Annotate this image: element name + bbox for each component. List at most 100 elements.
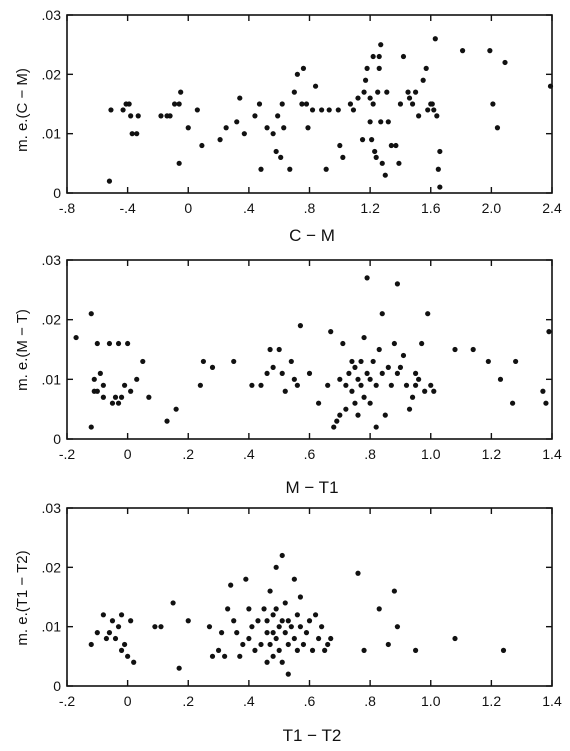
data-point	[267, 641, 273, 648]
data-point	[364, 65, 370, 71]
data-point	[200, 358, 207, 365]
data-point	[121, 641, 128, 648]
data-point	[158, 624, 164, 630]
data-point	[246, 606, 252, 612]
data-point	[273, 606, 279, 612]
data-point	[299, 101, 305, 107]
x-tick-label: 2.0	[482, 200, 502, 216]
data-point	[487, 48, 493, 54]
data-point	[349, 358, 355, 365]
data-point	[279, 370, 285, 376]
data-point	[128, 618, 134, 624]
data-point	[420, 77, 426, 83]
data-point	[294, 612, 300, 618]
data-point	[309, 107, 316, 113]
x-tick-label: -.2	[59, 693, 76, 709]
data-point	[88, 311, 94, 317]
data-point	[231, 618, 237, 624]
data-point	[359, 137, 366, 143]
data-point	[209, 653, 216, 659]
data-point	[194, 107, 200, 113]
x-tick-label: .8	[364, 446, 376, 462]
data-point	[273, 564, 279, 570]
data-point	[118, 647, 125, 654]
data-point	[376, 53, 382, 60]
data-point	[276, 647, 282, 654]
data-point	[358, 382, 364, 388]
x-tick-label: .8	[364, 693, 376, 709]
data-point	[429, 101, 435, 107]
data-point	[303, 101, 310, 107]
data-point	[176, 160, 182, 166]
data-point	[309, 647, 316, 654]
x-tick-label: .2	[182, 446, 194, 462]
data-point	[240, 641, 246, 648]
data-point	[378, 42, 384, 48]
data-point	[285, 618, 291, 624]
data-point	[106, 340, 113, 347]
data-point	[129, 131, 135, 137]
x-tick-label: 0	[124, 693, 132, 709]
data-point	[279, 618, 285, 624]
data-point	[100, 394, 106, 400]
y-tick-label: .01	[42, 371, 62, 387]
data-point	[435, 166, 441, 172]
data-point	[394, 370, 401, 376]
x-tick-label: 1.6	[421, 200, 441, 216]
data-point	[540, 388, 546, 394]
data-point	[382, 172, 388, 178]
data-point	[223, 125, 229, 131]
data-point	[270, 131, 276, 137]
data-point	[388, 382, 394, 388]
data-point	[437, 184, 443, 190]
data-point	[312, 83, 319, 89]
chart-panel-c-m: m. e.(C − M) C − M -.8 -.4 0 .4 .8 1.2 1.6 2.0 2…	[14, 7, 562, 245]
data-point	[264, 618, 270, 624]
data-point	[297, 624, 304, 630]
data-point	[349, 388, 355, 394]
data-point	[100, 382, 106, 388]
y-tick-label: .03	[42, 500, 62, 516]
data-point	[252, 113, 258, 119]
data-point	[434, 113, 440, 119]
data-point	[297, 594, 304, 600]
data-point	[109, 618, 116, 624]
y-tick-label: .03	[42, 252, 62, 268]
data-point	[322, 647, 328, 654]
data-point	[275, 113, 281, 119]
data-point	[364, 275, 370, 281]
data-point	[167, 113, 173, 119]
data-point	[264, 370, 270, 376]
y-tick-label: .01	[42, 126, 62, 142]
data-point	[394, 281, 401, 287]
data-point	[256, 101, 263, 107]
data-point	[400, 352, 407, 359]
data-point	[385, 641, 391, 648]
data-point	[291, 376, 297, 382]
data-point	[367, 400, 373, 406]
y-tick-label: 0	[53, 678, 61, 694]
data-point	[394, 624, 401, 630]
data-point	[459, 48, 466, 54]
data-point	[252, 647, 258, 654]
data-point	[88, 424, 94, 430]
x-tick-label: -.2	[59, 446, 76, 462]
data-point	[400, 53, 407, 60]
data-point	[135, 113, 141, 119]
data-point	[209, 364, 216, 370]
data-point	[278, 154, 284, 160]
data-point	[346, 370, 352, 376]
data-point	[249, 624, 255, 630]
data-point	[173, 406, 179, 412]
data-point	[279, 659, 285, 665]
data-point	[328, 635, 334, 642]
data-point	[140, 358, 146, 365]
data-point	[343, 382, 349, 388]
data-point	[164, 418, 170, 424]
data-point	[494, 125, 501, 131]
data-point	[372, 148, 378, 155]
data-point	[315, 635, 322, 642]
data-point	[391, 340, 397, 347]
data-point	[513, 358, 519, 365]
